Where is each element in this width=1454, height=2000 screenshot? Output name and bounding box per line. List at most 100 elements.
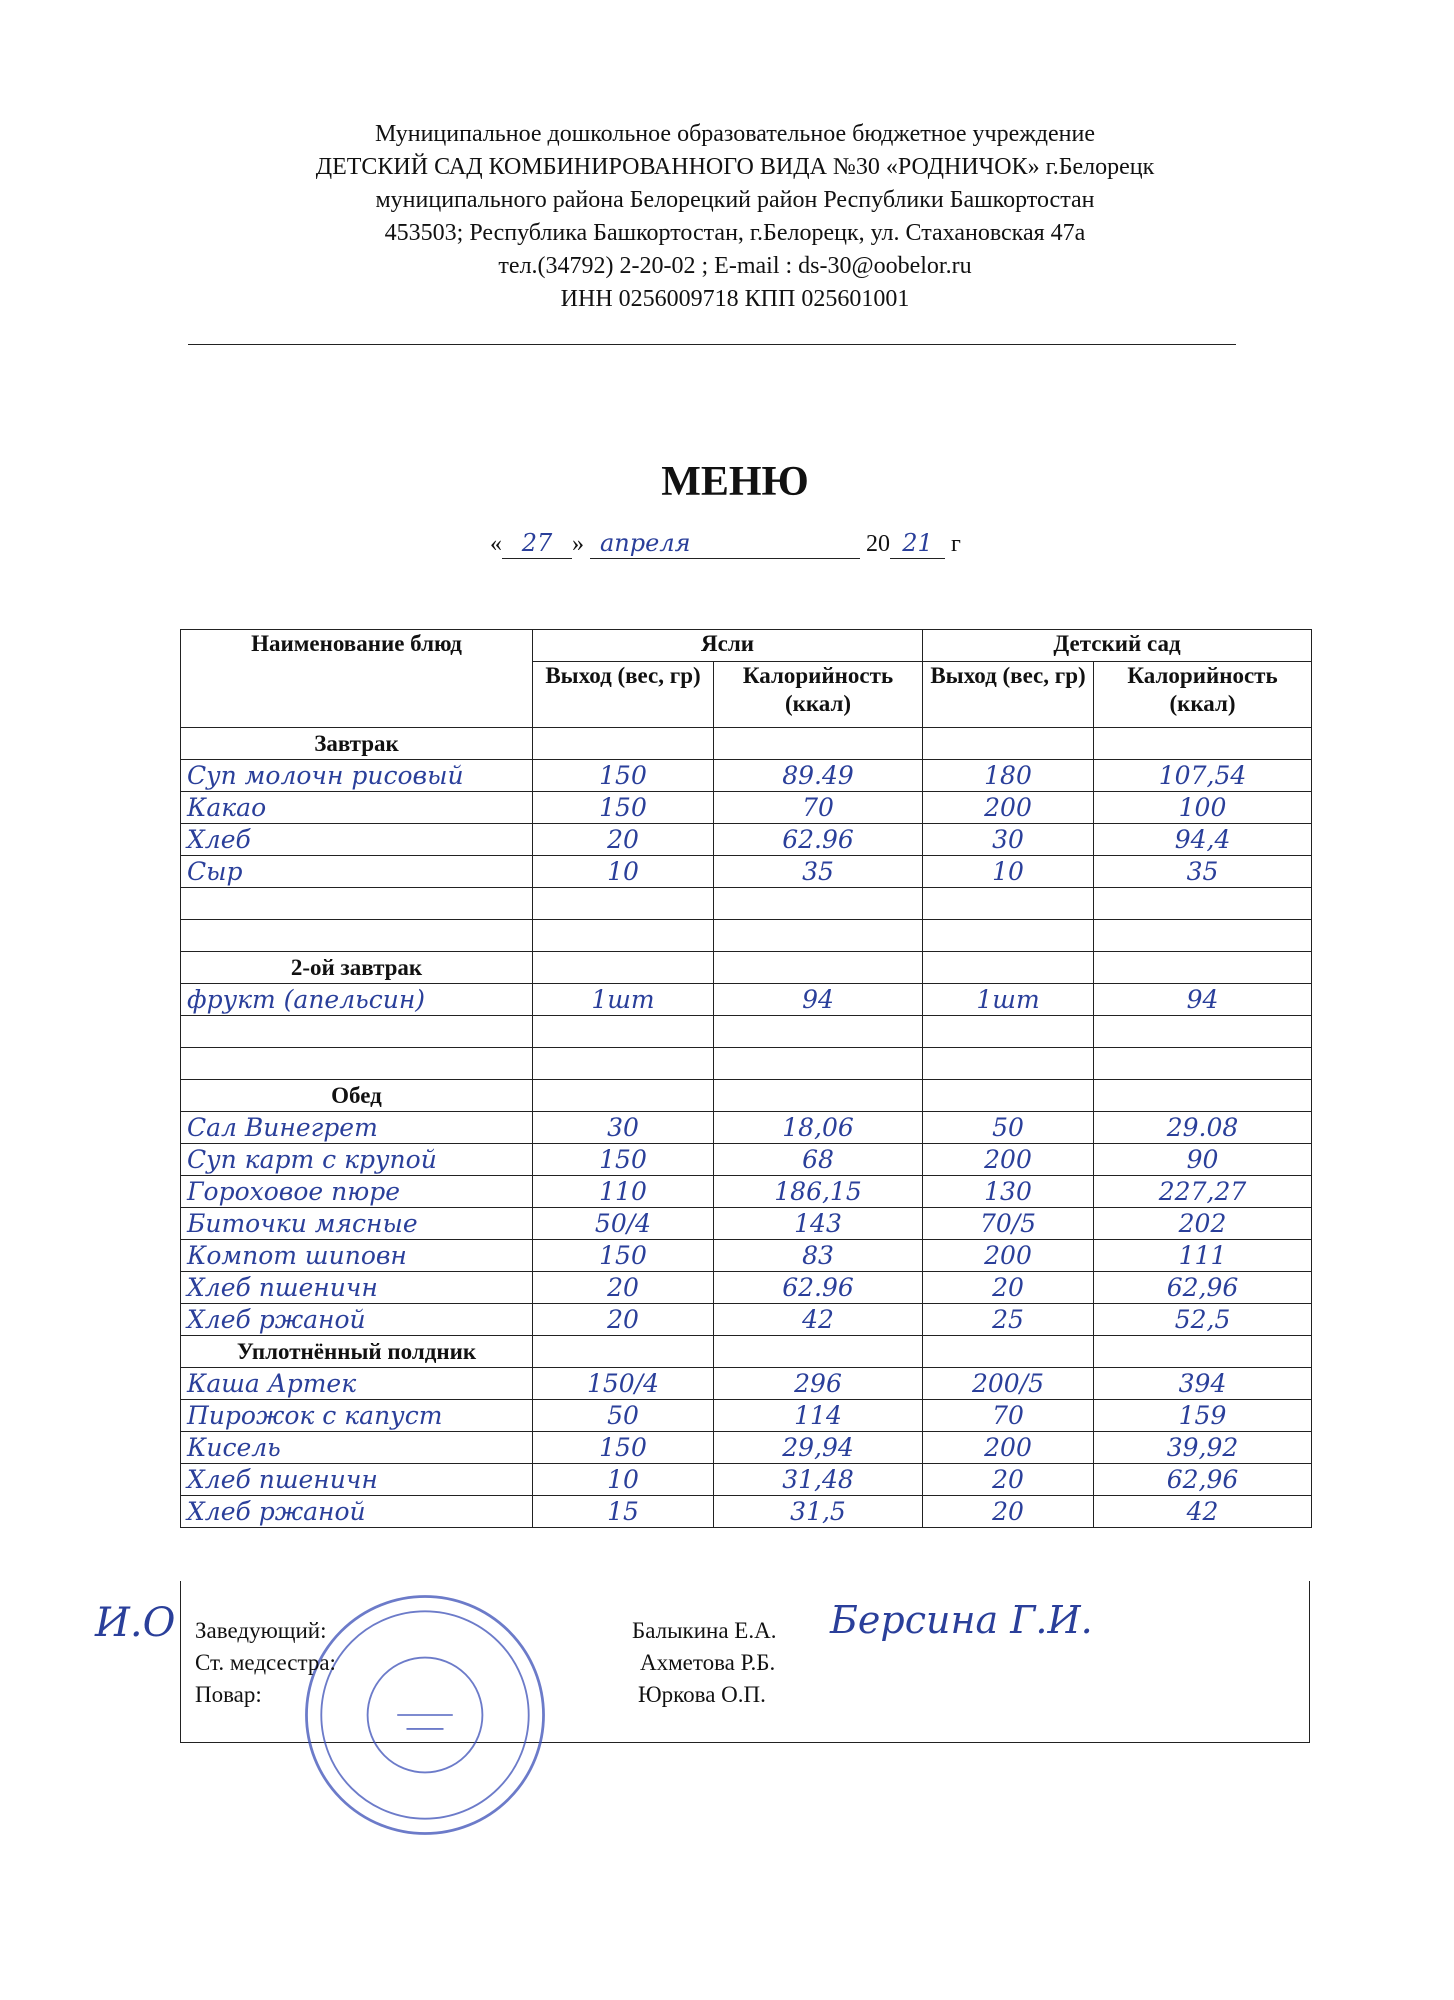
nursery-output: 150 bbox=[532, 791, 714, 824]
table-row: Пирожок с капуст 50 114 70 159 bbox=[180, 1399, 1313, 1432]
kindergarten-calories: 29.08 bbox=[1093, 1111, 1313, 1144]
kindergarten-output bbox=[922, 1047, 1095, 1080]
kindergarten-calories: 94 bbox=[1093, 983, 1313, 1016]
col-header-output: Выход (вес, гр) bbox=[532, 661, 714, 728]
dish-name: Пирожок с капуст bbox=[180, 1399, 533, 1432]
kindergarten-output: 30 bbox=[922, 823, 1095, 856]
section-title: 2-ой завтрак bbox=[180, 951, 533, 984]
dish-name: Хлеб пшеничн bbox=[180, 1463, 533, 1496]
nursery-output: 150 bbox=[532, 1143, 714, 1176]
empty-cell bbox=[1093, 1335, 1313, 1368]
letterhead-line: Муниципальное дошкольное образовательное… bbox=[375, 121, 1095, 147]
table-row: Хлеб пшеничн 10 31,48 20 62,96 bbox=[180, 1463, 1313, 1496]
kindergarten-output: 10 bbox=[922, 855, 1095, 888]
table-row: Хлеб ржаной 15 31,5 20 42 bbox=[180, 1495, 1313, 1528]
kindergarten-calories: 100 bbox=[1093, 791, 1313, 824]
letterhead: Муниципальное дошкольное образовательное… bbox=[0, 118, 1454, 316]
table-row bbox=[180, 919, 1313, 952]
kindergarten-calories: 42 bbox=[1093, 1495, 1313, 1528]
nursery-output bbox=[532, 887, 714, 920]
quote: « bbox=[490, 531, 502, 557]
letterhead-line: ДЕТСКИЙ САД КОМБИНИРОВАННОГО ВИДА №30 «Р… bbox=[315, 154, 1155, 180]
date-year-unit: г bbox=[951, 531, 961, 557]
letterhead-line: 453503; Республика Башкортостан, г.Белор… bbox=[384, 220, 1086, 246]
section-row: Уплотнённый полдник bbox=[180, 1335, 1313, 1368]
empty-cell bbox=[532, 1079, 714, 1112]
kindergarten-output: 200 bbox=[922, 791, 1095, 824]
section-title: Завтрак bbox=[180, 727, 533, 760]
nursery-calories: 42 bbox=[712, 1303, 924, 1336]
empty-cell bbox=[532, 1335, 714, 1368]
dish-name: Каша Артек bbox=[180, 1367, 533, 1400]
date-month: апреля bbox=[590, 528, 860, 559]
table-row bbox=[180, 887, 1313, 920]
kindergarten-calories: 107,54 bbox=[1093, 759, 1313, 792]
empty-cell bbox=[712, 1079, 924, 1112]
nursery-output: 150 bbox=[532, 1239, 714, 1272]
kindergarten-calories: 35 bbox=[1093, 855, 1313, 888]
empty-cell bbox=[532, 727, 714, 760]
kindergarten-calories: 202 bbox=[1093, 1207, 1313, 1240]
cook-label: Повар: bbox=[195, 1682, 262, 1707]
empty-cell bbox=[922, 1335, 1095, 1368]
dish-name: Хлеб пшеничн bbox=[180, 1271, 533, 1304]
section-title: Уплотнённый полдник bbox=[180, 1335, 533, 1368]
dish-name bbox=[180, 887, 533, 920]
kindergarten-output: 200 bbox=[922, 1239, 1095, 1272]
nursery-output bbox=[532, 1047, 714, 1080]
nursery-output: 30 bbox=[532, 1111, 714, 1144]
letterhead-line: ИНН 0256009718 КПП 025601001 bbox=[560, 286, 910, 312]
empty-cell bbox=[712, 1335, 924, 1368]
table-row: Сал Винегрет 30 18,06 50 29.08 bbox=[180, 1111, 1313, 1144]
section-title: Обед bbox=[180, 1079, 533, 1112]
table-row bbox=[180, 1047, 1313, 1080]
kindergarten-calories: 394 bbox=[1093, 1367, 1313, 1400]
kindergarten-output: 180 bbox=[922, 759, 1095, 792]
table-row: Биточки мясные 50/4 143 70/5 202 bbox=[180, 1207, 1313, 1240]
table-row: Хлеб пшеничн 20 62.96 20 62,96 bbox=[180, 1271, 1313, 1304]
kindergarten-output: 200/5 bbox=[922, 1367, 1095, 1400]
nursery-calories: 114 bbox=[712, 1399, 924, 1432]
menu-table: Наименование блюд Ясли Детский сад Выход… bbox=[180, 629, 1313, 1528]
nursery-output: 150 bbox=[532, 759, 714, 792]
kindergarten-calories bbox=[1093, 1047, 1313, 1080]
dish-name: Хлеб ржаной bbox=[180, 1495, 533, 1528]
empty-cell bbox=[922, 951, 1095, 984]
dish-name: Гороховое пюре bbox=[180, 1175, 533, 1208]
head-signature: Берсина Г.И. bbox=[830, 1598, 1093, 1642]
empty-cell bbox=[922, 1079, 1095, 1112]
table-row: Компот шиповн 150 83 200 111 bbox=[180, 1239, 1313, 1272]
nursery-calories: 31,48 bbox=[712, 1463, 924, 1496]
empty-cell bbox=[1093, 1079, 1313, 1112]
table-row: Кисель 150 29,94 200 39,92 bbox=[180, 1431, 1313, 1464]
col-group-nursery: Ясли bbox=[531, 629, 924, 662]
col-header-output: Выход (вес, гр) bbox=[922, 661, 1095, 728]
col-group-kindergarten: Детский сад bbox=[922, 629, 1313, 662]
nursery-output: 50/4 bbox=[532, 1207, 714, 1240]
nursery-calories: 70 bbox=[712, 791, 924, 824]
nursery-calories: 89.49 bbox=[712, 759, 924, 792]
date-year-suffix: 21 bbox=[890, 528, 945, 559]
nursery-calories: 143 bbox=[712, 1207, 924, 1240]
table-row: Хлеб ржаной 20 42 25 52,5 bbox=[180, 1303, 1313, 1336]
dish-name: Суп молочн рисовый bbox=[180, 759, 533, 792]
nursery-calories: 186,15 bbox=[712, 1175, 924, 1208]
nursery-calories: 18,06 bbox=[712, 1111, 924, 1144]
kindergarten-calories: 62,96 bbox=[1093, 1463, 1313, 1496]
kindergarten-calories: 94,4 bbox=[1093, 823, 1313, 856]
head-label: Заведующий: bbox=[195, 1618, 327, 1643]
nursery-calories bbox=[712, 887, 924, 920]
kindergarten-calories: 62,96 bbox=[1093, 1271, 1313, 1304]
nursery-calories: 68 bbox=[712, 1143, 924, 1176]
col-header-name: Наименование блюд bbox=[180, 629, 533, 728]
dish-name: Кисель bbox=[180, 1431, 533, 1464]
kindergarten-output: 20 bbox=[922, 1495, 1095, 1528]
nursery-calories: 94 bbox=[712, 983, 924, 1016]
kindergarten-output: 70/5 bbox=[922, 1207, 1095, 1240]
menu-body: Завтрак Суп молочн рисовый 150 89.49 180 107,… bbox=[180, 727, 1313, 1528]
dish-name bbox=[180, 919, 533, 952]
col-header-calories: Калорийность (ккал) bbox=[1093, 661, 1313, 728]
nursery-output: 150 bbox=[532, 1431, 714, 1464]
dish-name: Сал Винегрет bbox=[180, 1111, 533, 1144]
table-row: Хлеб 20 62.96 30 94,4 bbox=[180, 823, 1313, 856]
